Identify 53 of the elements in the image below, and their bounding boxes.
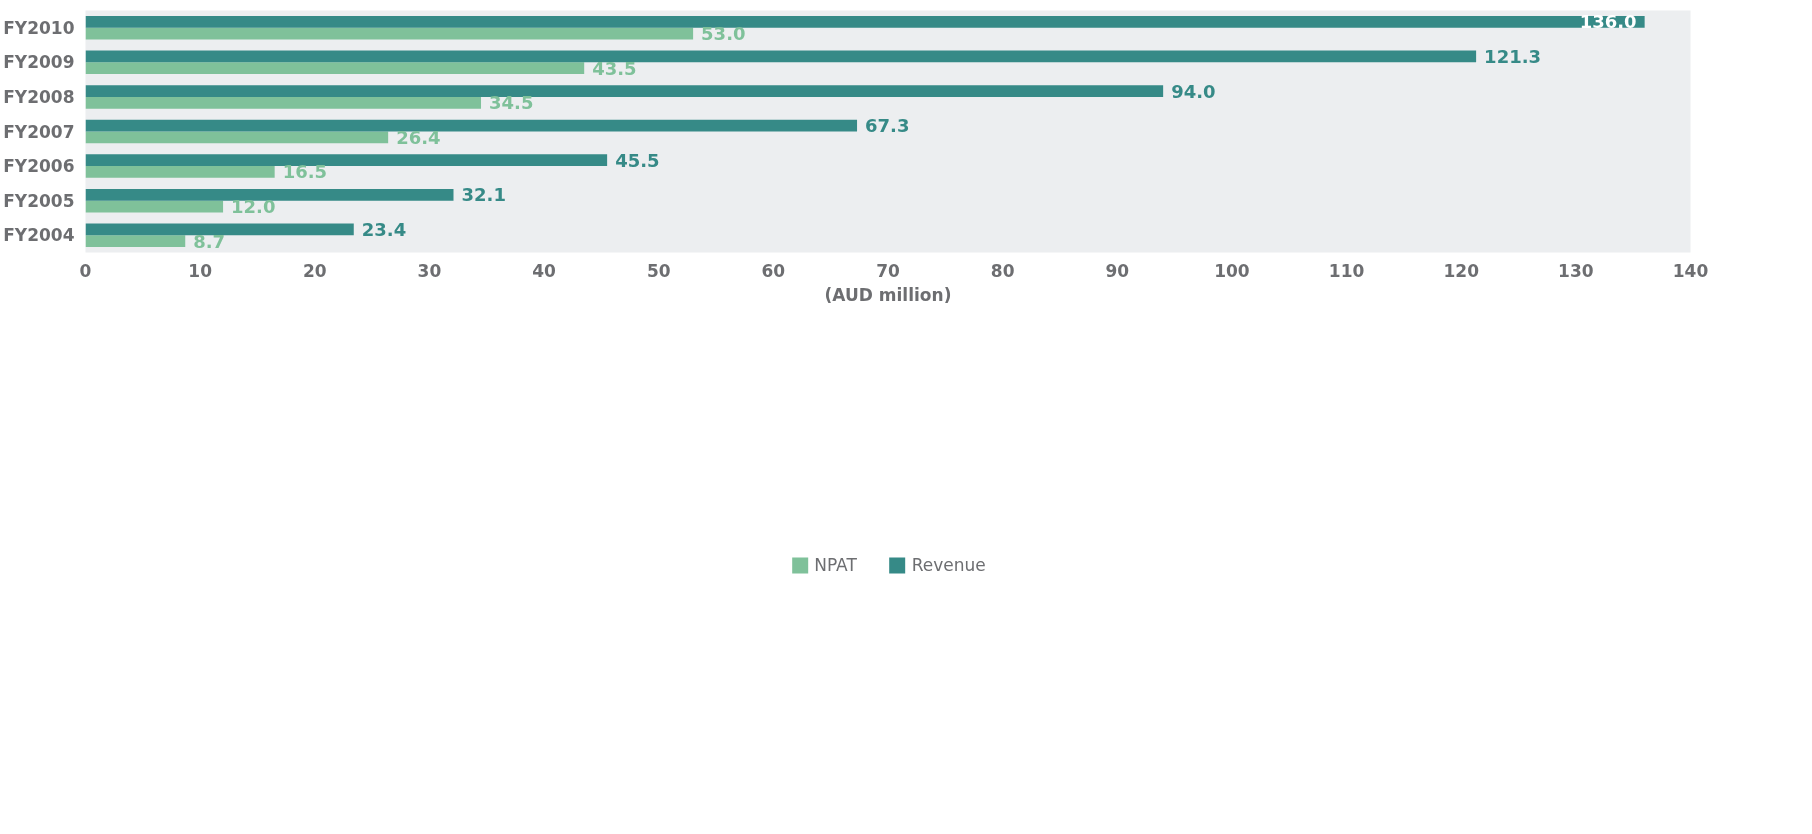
x-tick-label: 120 (1443, 260, 1480, 281)
x-tick-label: 90 (1105, 260, 1130, 281)
x-axis-title: (AUD million) (824, 284, 952, 305)
bar (85, 50, 1477, 63)
bar (85, 188, 454, 201)
y-tick-label: FY2006 (3, 156, 75, 177)
bar (85, 223, 354, 236)
bar (85, 96, 482, 109)
data-label: 45.5 (615, 149, 660, 171)
bar (85, 62, 585, 75)
x-tick-label: 10 (188, 260, 213, 281)
x-tick-label: 140 (1672, 260, 1709, 281)
legend-label: NPAT (814, 555, 857, 575)
data-label: 121.3 (1484, 45, 1542, 67)
x-tick-label: 50 (646, 260, 671, 281)
data-label: 67.3 (865, 115, 910, 137)
y-tick-label: FY2009 (3, 52, 75, 73)
data-label: 32.1 (461, 184, 506, 206)
x-tick-label: 40 (532, 260, 557, 281)
bar (85, 85, 1164, 97)
y-tick-label: FY2005 (3, 190, 75, 211)
bar (85, 131, 389, 144)
data-label: 8.7 (193, 230, 226, 252)
data-label: 136.0 (1579, 11, 1637, 33)
bar (85, 166, 275, 178)
y-tick-label: FY2004 (3, 225, 75, 246)
data-label: 23.4 (361, 218, 407, 240)
x-tick-label: 100 (1214, 260, 1250, 281)
bar (85, 154, 608, 167)
data-label: 53.0 (701, 23, 746, 45)
data-label: 26.4 (396, 126, 441, 148)
data-label: 34.5 (489, 92, 534, 114)
data-label: 16.5 (282, 161, 328, 183)
x-tick-label: 30 (417, 260, 442, 281)
bar (85, 200, 224, 213)
bar (85, 27, 694, 40)
y-tick-label: FY2008 (3, 86, 75, 107)
y-tick-label: FY2010 (3, 17, 75, 38)
x-tick-label: 80 (990, 260, 1015, 281)
data-label: 12.0 (231, 196, 276, 218)
data-label: 94.0 (1171, 80, 1216, 102)
x-tick-label: 110 (1328, 260, 1365, 281)
bar (85, 119, 858, 132)
x-tick-label: 0 (79, 260, 92, 281)
x-tick-label: 130 (1558, 260, 1594, 281)
legend-label: Revenue (911, 555, 986, 575)
y-tick-label: FY2007 (3, 121, 75, 142)
data-label: 43.5 (592, 57, 637, 79)
bar (85, 235, 186, 247)
x-tick-label: 70 (876, 260, 900, 281)
x-tick-label: 20 (302, 260, 327, 281)
x-tick-label: 60 (761, 260, 786, 281)
bar (85, 16, 1645, 28)
